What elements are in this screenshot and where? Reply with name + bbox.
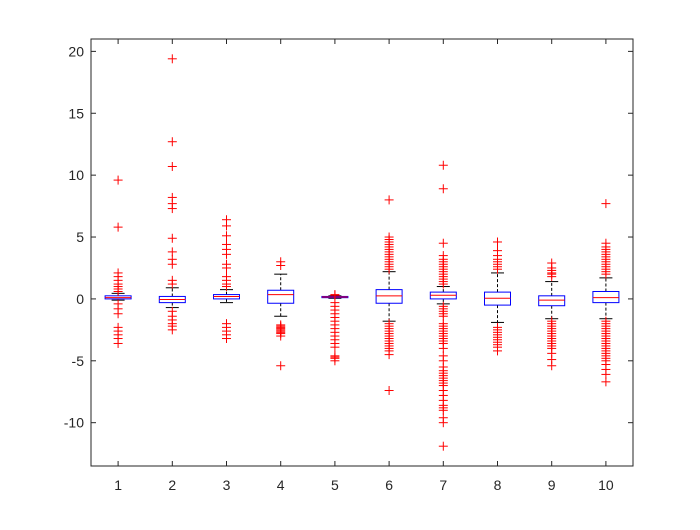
- outlier-marker: [113, 175, 123, 185]
- outlier-marker: [222, 231, 231, 241]
- box-5: [321, 290, 349, 366]
- outlier-marker: [276, 331, 286, 341]
- outlier-marker: [601, 377, 611, 387]
- box-iqr: [538, 295, 566, 307]
- box-4: [267, 257, 295, 371]
- outlier-marker: [167, 161, 177, 171]
- y-tick-label: 5: [76, 229, 84, 245]
- x-tick-label: 4: [277, 477, 285, 493]
- outlier-marker: [493, 237, 502, 247]
- outlier-marker: [222, 263, 231, 273]
- outlier-marker: [167, 137, 177, 147]
- outlier-marker: [276, 260, 286, 270]
- y-tick-label: -5: [72, 353, 85, 369]
- outlier-marker: [113, 222, 123, 232]
- outlier-marker: [167, 325, 177, 335]
- x-tick-label: 6: [385, 477, 393, 493]
- box-7: [429, 160, 457, 451]
- y-tick-label: 0: [76, 291, 84, 307]
- outlier-marker: [384, 195, 394, 205]
- outlier-marker: [276, 361, 286, 371]
- box-3: [213, 215, 240, 344]
- box-iqr: [267, 289, 295, 304]
- box-iqr: [592, 290, 620, 304]
- outlier-marker: [493, 264, 502, 274]
- outlier-marker: [222, 221, 231, 231]
- outlier-marker: [493, 346, 502, 356]
- y-tick-label: 10: [68, 167, 84, 183]
- outlier-marker: [601, 269, 611, 279]
- x-tick-label: 8: [494, 477, 502, 493]
- box-1: [104, 175, 132, 348]
- y-tick-label: -10: [64, 415, 84, 431]
- x-tick-label: 5: [331, 477, 339, 493]
- box-iqr: [375, 289, 403, 304]
- outlier-marker: [113, 309, 123, 319]
- outlier-marker: [438, 418, 448, 428]
- x-tick-label: 10: [598, 477, 614, 493]
- plot-marks: [104, 54, 620, 451]
- outlier-marker: [113, 338, 123, 348]
- outlier-marker: [438, 160, 448, 170]
- outlier-marker: [601, 199, 611, 209]
- axes-frame: [90, 38, 634, 467]
- outlier-marker: [167, 233, 177, 243]
- box-9: [538, 258, 566, 371]
- box-6: [375, 195, 403, 396]
- outlier-marker: [222, 249, 231, 259]
- box-8: [484, 237, 511, 356]
- outlier-marker: [222, 334, 231, 344]
- y-tick-label: 15: [68, 105, 84, 121]
- outlier-marker: [547, 272, 557, 282]
- box-2: [158, 54, 186, 335]
- outlier-marker: [167, 259, 177, 269]
- box-10: [592, 199, 620, 387]
- x-tick-label: 3: [223, 477, 231, 493]
- outlier-marker: [167, 204, 177, 214]
- outlier-marker: [438, 238, 448, 248]
- outlier-marker: [438, 441, 448, 451]
- outlier-marker: [438, 184, 448, 194]
- outlier-marker: [438, 279, 448, 289]
- axes: -10 -5 0 5 10 15 20 1 2 3 4 5 6 7 8 9 10: [64, 38, 634, 493]
- outlier-marker: [384, 264, 394, 274]
- x-tick-label: 1: [114, 477, 122, 493]
- outlier-marker: [113, 286, 123, 296]
- outlier-marker: [167, 279, 177, 289]
- outlier-marker: [384, 350, 394, 360]
- outlier-marker: [384, 386, 394, 396]
- outlier-marker: [547, 361, 557, 371]
- outlier-marker: [330, 356, 340, 366]
- outlier-marker: [167, 54, 177, 64]
- x-tick-label: 7: [439, 477, 447, 493]
- outlier-marker: [330, 342, 340, 352]
- y-tick-label: 20: [68, 43, 84, 59]
- x-tick-label: 2: [168, 477, 176, 493]
- outlier-marker: [222, 282, 231, 292]
- x-tick-label: 9: [548, 477, 556, 493]
